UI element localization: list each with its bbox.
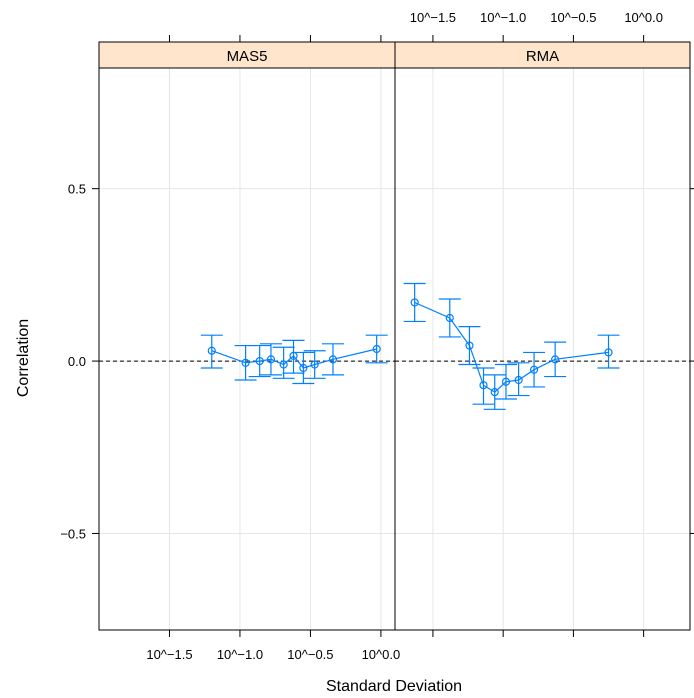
data-point [490, 387, 499, 397]
data-point [410, 298, 419, 307]
data-point [299, 363, 308, 373]
y-tick-label: −0.5 [60, 526, 86, 541]
data-point [279, 360, 288, 369]
data-point [514, 375, 523, 385]
strip-rma [394, 41, 691, 69]
x-tick-label: 10^0.0 [624, 10, 663, 25]
x-tick-label: 10^−1.5 [410, 10, 456, 25]
data-point [255, 356, 264, 366]
panel-frame [98, 67, 396, 631]
data-point [551, 355, 560, 364]
x-tick-label: 10^−0.5 [287, 647, 333, 662]
data-point [241, 358, 250, 367]
panel-rma: RMA 10^−1.5 10^−1.0 10^−0.5 10^0.0 [394, 10, 691, 637]
data-point [501, 377, 511, 386]
y-tick-label: 0.0 [68, 354, 86, 369]
x-tick-label: 10^−1.5 [146, 647, 192, 662]
series-line [211, 348, 377, 369]
panel-mas5: MAS5 10^−1.5 10^−1.0 10^−0.5 10^0.0 [98, 35, 401, 662]
x-tick-label: 10^−0.5 [550, 10, 596, 25]
data-point [529, 365, 539, 374]
strip-label: MAS5 [227, 48, 268, 65]
series-line [414, 301, 609, 393]
data-point [604, 348, 613, 357]
strip-mas5 [98, 41, 396, 69]
data-point [328, 355, 338, 364]
x-axis-title: Standard Deviation [326, 678, 462, 695]
data-point [310, 360, 319, 369]
x-tick-label: 10^0.0 [362, 647, 401, 662]
data-point [372, 344, 381, 354]
x-tick-label: 10^−1.0 [217, 647, 263, 662]
data-point [465, 341, 474, 350]
data-point [266, 355, 276, 364]
data-point [207, 346, 216, 355]
strip-label: RMA [526, 48, 559, 65]
panel-frame [394, 67, 691, 631]
y-axis-title: Correlation [15, 319, 32, 397]
y-tick-label: 0.5 [68, 182, 86, 197]
data-point [445, 313, 454, 323]
x-tick-label: 10^−1.0 [480, 10, 526, 25]
data-point [479, 381, 488, 390]
